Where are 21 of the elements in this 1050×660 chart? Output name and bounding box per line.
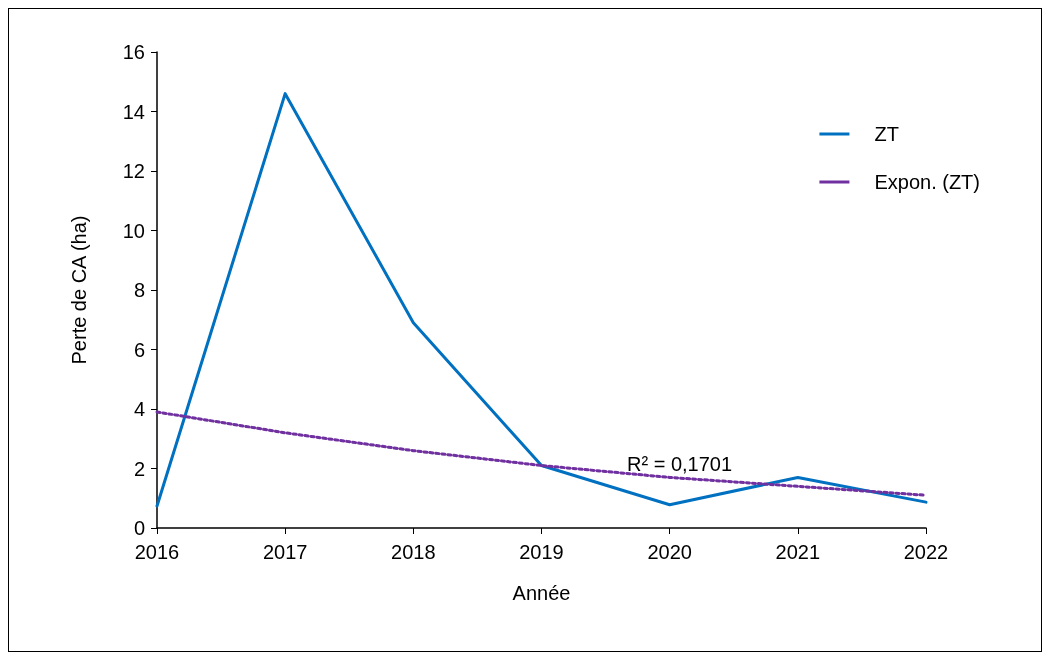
y-tick-label: 6 bbox=[133, 338, 145, 361]
y-tick-label: 8 bbox=[133, 279, 145, 301]
y-tick-label: 2 bbox=[133, 457, 145, 480]
x-tick-label: 2021 bbox=[775, 541, 821, 563]
x-tick-label: 2022 bbox=[903, 541, 949, 563]
legend-label: ZT bbox=[874, 123, 899, 145]
x-axis-title: Année bbox=[512, 582, 571, 604]
y-tick-label: 10 bbox=[122, 219, 145, 242]
y-tick-label: 16 bbox=[122, 41, 145, 63]
x-tick-label: 2020 bbox=[647, 541, 692, 563]
annotation: R² = 0,1701 bbox=[627, 453, 733, 475]
x-tick-label: 2016 bbox=[134, 541, 180, 563]
y-tick-label: 4 bbox=[133, 398, 145, 420]
x-tick-label: 2017 bbox=[262, 541, 308, 563]
legend-label: Expon. (ZT) bbox=[874, 171, 980, 193]
x-tick-label: 2019 bbox=[519, 541, 564, 563]
y-axis-title: Perte de CA (ha) bbox=[68, 215, 90, 365]
y-tick-label: 14 bbox=[122, 100, 145, 123]
x-tick-label: 2018 bbox=[391, 541, 436, 563]
y-tick-label: 12 bbox=[122, 160, 145, 182]
y-tick-label: 0 bbox=[133, 517, 145, 539]
